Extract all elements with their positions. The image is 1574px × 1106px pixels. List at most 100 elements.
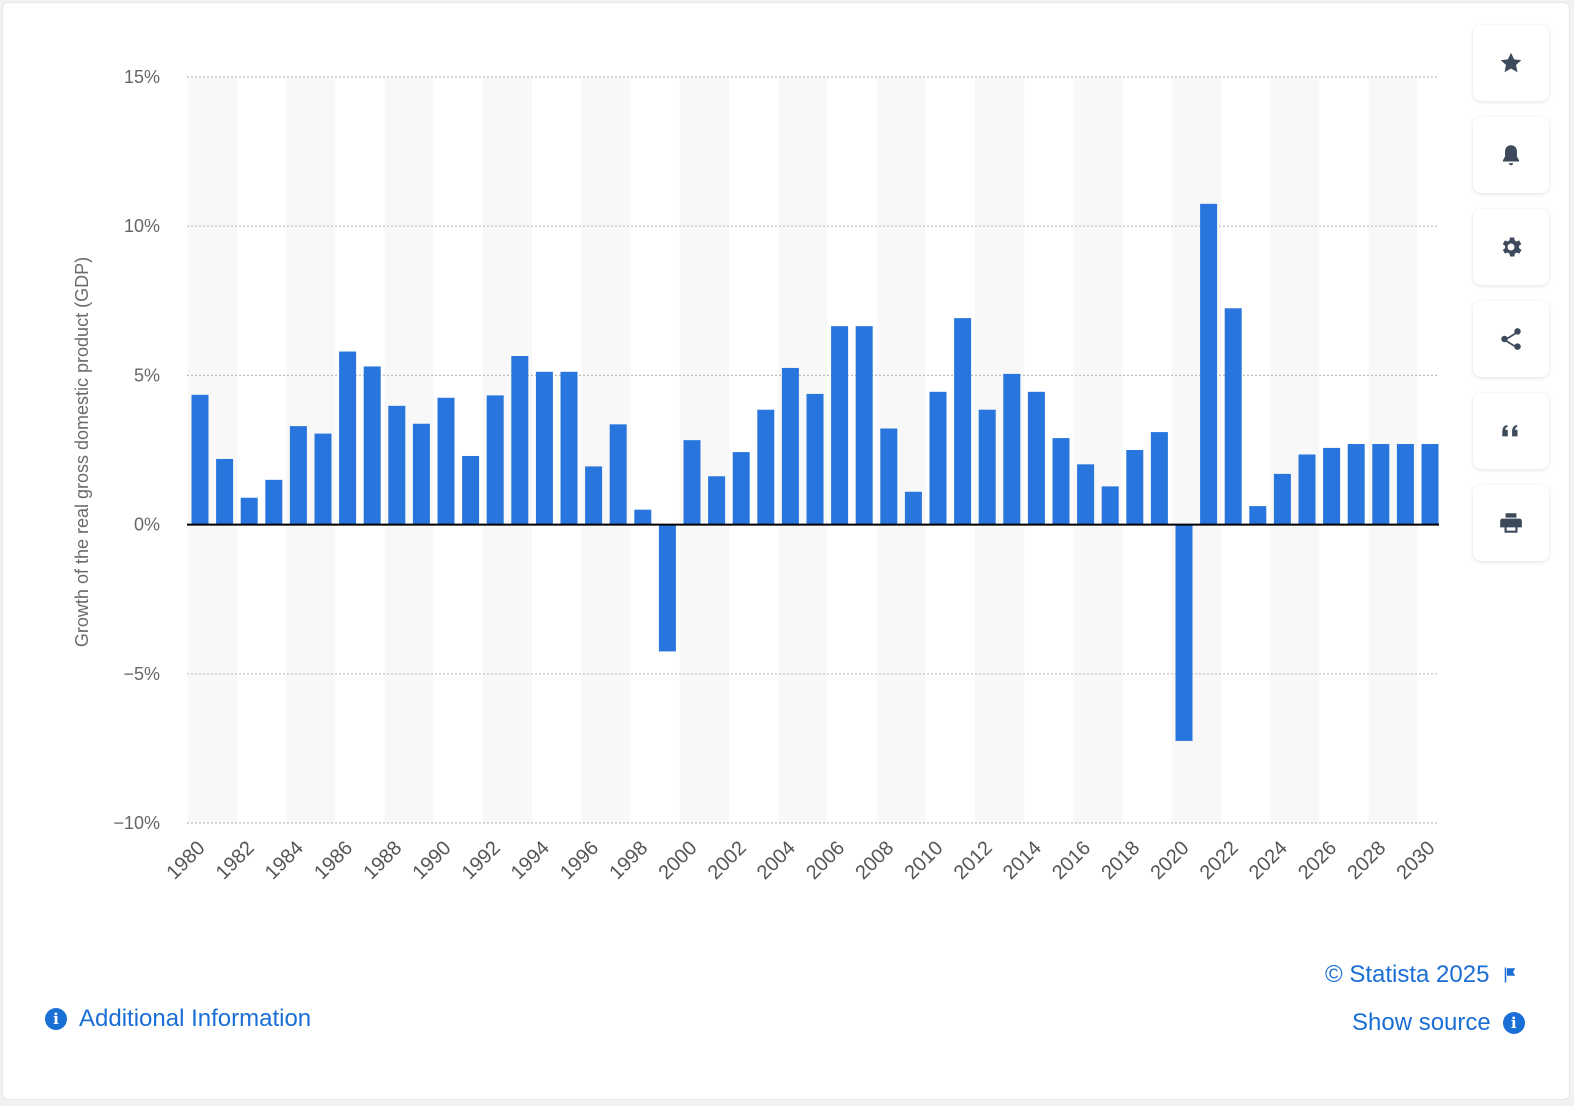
y-tick-label: 5%: [134, 365, 160, 385]
notification-button[interactable]: [1473, 117, 1549, 193]
bar-2024[interactable]: [1273, 473, 1291, 525]
bar-2027[interactable]: [1347, 444, 1365, 525]
x-tick-label: 1982: [212, 837, 259, 884]
bar-2000[interactable]: [683, 440, 701, 525]
bar-1988[interactable]: [388, 405, 406, 525]
bar-2020[interactable]: [1175, 524, 1193, 741]
x-tick-label: 2008: [851, 837, 898, 884]
x-tick-label: 1992: [458, 837, 505, 884]
bar-1997[interactable]: [609, 424, 627, 525]
x-tick-label: 2018: [1097, 837, 1144, 884]
y-tick-label: 15%: [124, 67, 160, 87]
band: [1270, 77, 1320, 823]
bar-1989[interactable]: [412, 423, 430, 525]
bar-2003[interactable]: [757, 409, 775, 525]
x-tick-label: 2002: [704, 837, 751, 884]
x-tick-label: 2022: [1196, 837, 1243, 884]
bar-1985[interactable]: [314, 433, 332, 525]
share-icon: [1501, 328, 1521, 350]
cite-button[interactable]: [1473, 393, 1549, 469]
x-tick-label: 2000: [655, 837, 702, 884]
bar-1996[interactable]: [585, 466, 603, 525]
x-tick-label: 2004: [753, 837, 800, 884]
bar-2010[interactable]: [929, 391, 947, 525]
bar-2004[interactable]: [781, 367, 799, 525]
bar-1993[interactable]: [511, 356, 529, 525]
additional-information-link[interactable]: i Additional Information: [45, 1005, 311, 1033]
bar-2023[interactable]: [1249, 506, 1267, 525]
bar-1981[interactable]: [216, 458, 234, 525]
bar-2013[interactable]: [1003, 373, 1021, 525]
bar-2012[interactable]: [978, 409, 996, 525]
bar-2002[interactable]: [732, 452, 750, 525]
show-source-link[interactable]: Show source i: [1352, 1009, 1525, 1037]
bar-2017[interactable]: [1101, 486, 1119, 525]
bar-2028[interactable]: [1372, 444, 1390, 525]
y-axis-title: Growth of the real gross domestic produc…: [72, 257, 92, 647]
bar-1991[interactable]: [462, 455, 480, 525]
x-tick-label: 2026: [1294, 837, 1341, 884]
x-tick-label: 1998: [605, 837, 652, 884]
print-button[interactable]: [1473, 485, 1549, 561]
x-tick-label: 2024: [1245, 837, 1292, 884]
print-icon: [1500, 513, 1522, 533]
x-tick-label: 1996: [556, 837, 603, 884]
bar-2008[interactable]: [880, 428, 898, 525]
copyright-text: © Statista 2025: [1325, 961, 1490, 988]
y-tick-label: −10%: [113, 813, 160, 833]
bar-1995[interactable]: [560, 371, 578, 525]
bar-1990[interactable]: [437, 397, 455, 525]
gear-icon: [1502, 237, 1522, 257]
band: [1073, 77, 1123, 823]
chart-toolbar: [1473, 25, 1549, 577]
chart: 15%10%5%0%−5%−10% 1980 1982 1984 1986 1988 19…: [72, 67, 1440, 884]
x-tick-label: 2006: [802, 837, 849, 884]
bar-1980[interactable]: [191, 394, 209, 525]
bar-2011[interactable]: [954, 318, 972, 525]
bar-1982[interactable]: [240, 497, 258, 525]
x-tick-label: 1990: [409, 837, 456, 884]
bar-2025[interactable]: [1298, 454, 1316, 525]
bar-2001[interactable]: [708, 476, 726, 525]
favorite-button[interactable]: [1473, 25, 1549, 101]
copyright-link[interactable]: © Statista 2025: [1325, 961, 1519, 989]
bar-2007[interactable]: [855, 326, 873, 525]
bar-2029[interactable]: [1396, 444, 1414, 525]
x-tick-label: 2010: [901, 837, 948, 884]
y-tick-label: 10%: [124, 216, 160, 236]
x-tick-label: 1988: [359, 837, 406, 884]
x-tick-label: 1994: [507, 837, 554, 884]
bar-1986[interactable]: [339, 351, 357, 525]
settings-button[interactable]: [1473, 209, 1549, 285]
bar-1984[interactable]: [289, 426, 307, 525]
additional-information-label: Additional Information: [79, 1005, 312, 1032]
bar-2005[interactable]: [806, 393, 824, 525]
info-icon: i: [1502, 1012, 1525, 1034]
bar-2026[interactable]: [1323, 447, 1341, 525]
bar-2006[interactable]: [831, 326, 849, 525]
x-tick-label: 2030: [1393, 837, 1440, 884]
bar-2009[interactable]: [904, 491, 922, 525]
x-axis-ticks: 1980 1982 1984 1986 1988 1990 1992 1994 1996 1998…: [163, 837, 1440, 884]
bar-2022[interactable]: [1224, 308, 1242, 525]
bar-1998[interactable]: [634, 509, 652, 525]
bar-2021[interactable]: [1200, 203, 1218, 525]
bar-1999[interactable]: [658, 524, 676, 652]
show-source-label: Show source: [1352, 1009, 1491, 1036]
share-button[interactable]: [1473, 301, 1549, 377]
bar-2018[interactable]: [1126, 450, 1144, 525]
bar-2014[interactable]: [1027, 391, 1045, 525]
bar-2030[interactable]: [1421, 444, 1439, 525]
bar-2019[interactable]: [1150, 432, 1168, 525]
bar-2015[interactable]: [1052, 438, 1070, 525]
x-tick-label: 2020: [1147, 837, 1194, 884]
bar-2016[interactable]: [1077, 464, 1095, 525]
quote-icon: [1502, 425, 1518, 437]
bar-1994[interactable]: [535, 371, 553, 525]
bar-1987[interactable]: [363, 366, 381, 525]
y-axis-ticks: 15% 10% 5% 0% −5% −10%: [113, 67, 160, 833]
x-tick-label: 2014: [999, 837, 1046, 884]
bar-1992[interactable]: [486, 395, 504, 525]
bar-1983[interactable]: [265, 479, 283, 525]
